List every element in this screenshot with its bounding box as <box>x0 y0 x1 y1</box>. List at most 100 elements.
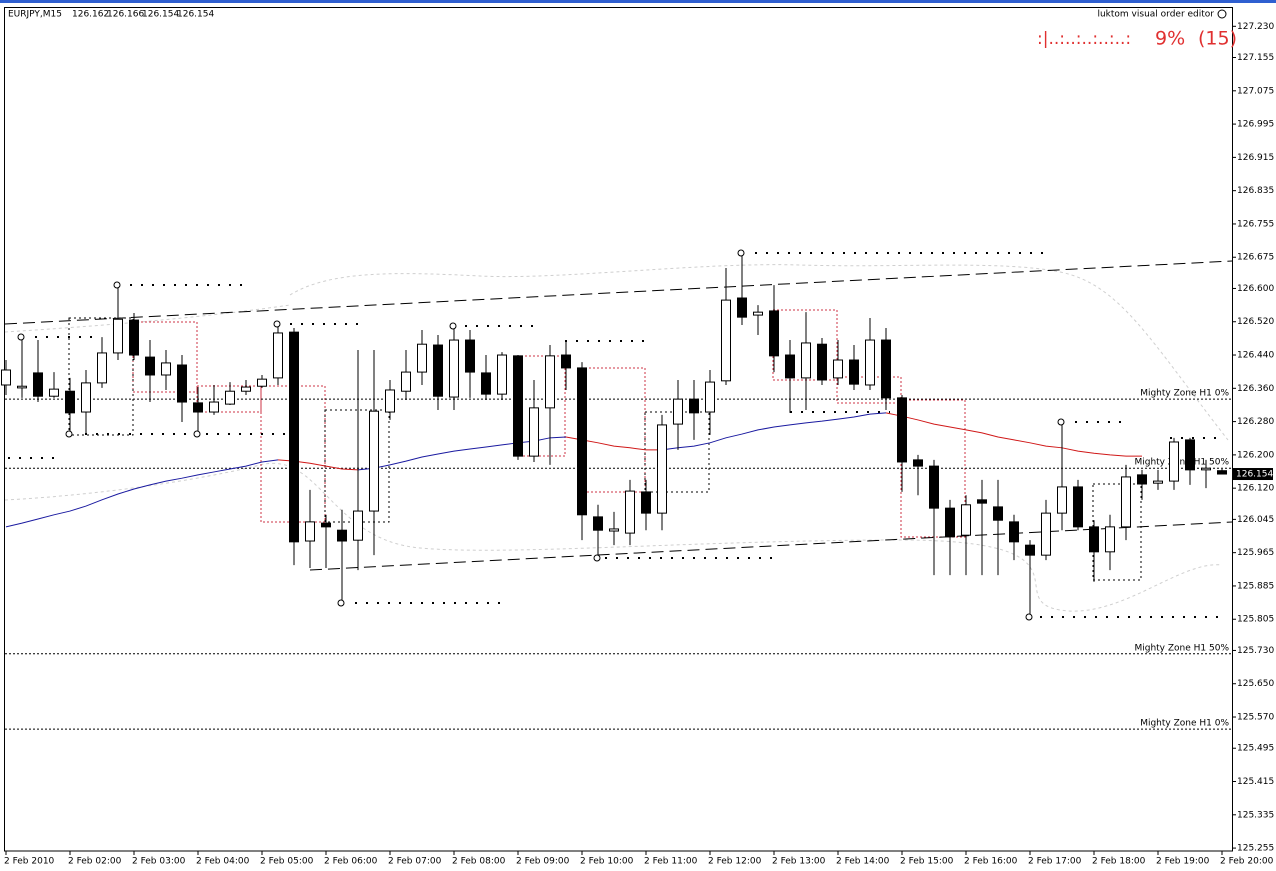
x-tick-label: 2 Feb 07:00 <box>388 857 442 867</box>
fractal-marker <box>17 333 25 341</box>
candle-body <box>961 504 971 536</box>
header-low: 126.154 <box>142 10 179 20</box>
x-tick-label: 2 Feb 12:00 <box>708 857 762 867</box>
candle-body <box>849 359 859 385</box>
envelope <box>4 304 291 333</box>
y-tick-label: 127.230 <box>1237 22 1274 32</box>
level-label: Mighty Zone H1 50% <box>1134 458 1229 468</box>
candle-body <box>97 352 107 384</box>
x-tick-label: 2 Feb 17:00 <box>1028 857 1082 867</box>
candle-body <box>529 407 539 457</box>
candle-body <box>625 490 635 534</box>
level-label: Mighty Zone H1 0% <box>1140 389 1229 399</box>
y-tick-label: 127.155 <box>1237 53 1274 63</box>
candle-body <box>449 339 459 398</box>
fractal-marker <box>593 554 601 562</box>
candle-body <box>801 342 811 379</box>
envelope <box>4 462 1223 612</box>
candle-body <box>1073 486 1083 528</box>
candle-body <box>113 318 123 354</box>
candle-body <box>705 381 715 413</box>
candle-body <box>785 354 795 379</box>
level-label: Mighty Zone H1 50% <box>1134 643 1229 653</box>
fractal-marker <box>193 430 201 438</box>
level-label: Mighty Zone H1 0% <box>1140 719 1229 729</box>
candle-body <box>497 354 507 395</box>
status-percent: 9% <box>1155 28 1185 50</box>
candle-body <box>641 491 651 514</box>
y-tick-label: 126.600 <box>1237 284 1274 294</box>
candle-body <box>65 390 75 414</box>
candle-body <box>1153 480 1163 484</box>
header-close: 126.154 <box>177 10 214 20</box>
candle-body <box>881 339 891 399</box>
fractal-marker <box>1025 613 1033 621</box>
header-high: 126.166 <box>107 10 144 20</box>
x-tick-label: 2 Feb 08:00 <box>452 857 506 867</box>
candle-body <box>1185 439 1195 471</box>
x-tick-label: 2 Feb 14:00 <box>836 857 890 867</box>
x-tick-label: 2 Feb 05:00 <box>260 857 314 867</box>
candle-body <box>1025 544 1035 556</box>
candle-body <box>769 310 779 357</box>
candle-body <box>257 378 267 387</box>
editor-label: luktom visual order editor <box>1097 10 1214 20</box>
candle-body <box>433 344 443 397</box>
candle-body <box>689 398 699 414</box>
candle-body <box>833 359 843 379</box>
candle-body <box>993 506 1003 521</box>
fractal-marker <box>337 599 345 607</box>
y-tick-label: 126.280 <box>1237 417 1274 427</box>
x-tick-label: 2 Feb 03:00 <box>132 857 186 867</box>
y-tick-label: 126.520 <box>1237 317 1274 327</box>
candle-body <box>1009 521 1019 543</box>
fractal-marker <box>449 322 457 330</box>
x-tick-label: 2 Feb 15:00 <box>900 857 954 867</box>
trend-line <box>4 260 1233 325</box>
y-tick-label: 126.045 <box>1237 515 1274 525</box>
y-tick-label: 126.915 <box>1237 153 1274 163</box>
x-tick-label: 2 Feb 06:00 <box>324 857 378 867</box>
range-box <box>68 317 134 436</box>
x-tick-label: 2 Feb 04:00 <box>196 857 250 867</box>
x-tick-label: 2 Feb 10:00 <box>580 857 634 867</box>
y-tick-label: 125.415 <box>1237 777 1274 787</box>
candle-body <box>241 386 251 392</box>
candle-body <box>577 367 587 516</box>
candle-body <box>977 499 987 504</box>
candle-body <box>161 362 171 376</box>
candle-body <box>369 410 379 512</box>
candle-body <box>1137 474 1147 485</box>
candle-body <box>1121 476 1131 528</box>
candle-body <box>145 356 155 376</box>
candle-body <box>545 355 555 409</box>
x-tick-label: 2 Feb 13:00 <box>772 857 826 867</box>
y-tick-label: 126.995 <box>1237 120 1274 130</box>
status-count: (15) <box>1198 28 1237 50</box>
x-tick-label: 2 Feb 02:00 <box>68 857 122 867</box>
axes: 125.255 125.335 125.415 125.495 125.570 125.6… <box>4 22 1274 867</box>
candle-body <box>465 339 475 373</box>
candle-body <box>1217 470 1227 475</box>
editor-icon <box>1217 9 1227 19</box>
candle-body <box>1169 441 1179 482</box>
fractal-marker <box>737 249 745 257</box>
candles <box>1 255 1227 618</box>
plot-frame <box>4 7 1233 852</box>
fractal-marker <box>113 281 121 289</box>
y-tick-label: 125.255 <box>1237 844 1274 854</box>
candle-body <box>513 355 523 457</box>
candle-body <box>273 332 283 379</box>
y-tick-label: 125.570 <box>1237 713 1274 723</box>
candle-body <box>337 529 347 542</box>
candle-body <box>945 507 955 538</box>
y-tick-label: 125.730 <box>1237 646 1274 656</box>
status-dots: :|..:..:..:..:..: <box>1037 29 1131 49</box>
candle-body <box>1089 526 1099 553</box>
levels: Mighty Zone H1 0% Mighty Zone H1 50% Might… <box>5 389 1232 730</box>
trend-line <box>309 521 1233 571</box>
zone-box <box>132 321 198 393</box>
y-tick-label: 125.805 <box>1237 615 1274 625</box>
candle-body <box>753 311 763 316</box>
y-tick-label: 125.495 <box>1237 744 1274 754</box>
